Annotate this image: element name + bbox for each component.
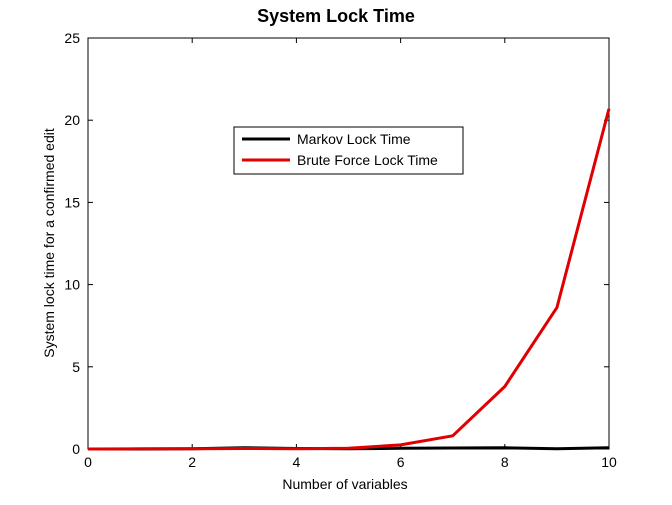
- series-lines: [87, 108, 611, 451]
- legend: Markov Lock Time Brute Force Lock Time: [233, 126, 464, 175]
- y-tick-label: 20: [64, 112, 80, 128]
- x-tick-label: 4: [293, 454, 301, 470]
- y-tick-label: 5: [72, 359, 80, 375]
- legend-box: [233, 126, 464, 175]
- legend-label-brute-force: Brute Force Lock Time: [297, 152, 438, 168]
- x-tick-label: 6: [397, 454, 405, 470]
- x-tick-label: 10: [601, 454, 617, 470]
- axis-ticks: 0 2 4 6 8 10 0 5 10 15 20 25: [64, 30, 617, 470]
- y-tick-label: 0: [72, 441, 80, 457]
- y-axis-label: System lock time for a confirmed edit: [41, 128, 57, 358]
- x-axis-label: Number of variables: [282, 476, 407, 492]
- chart-title: System Lock Time: [257, 6, 415, 26]
- y-tick-label: 15: [64, 194, 80, 210]
- y-tick-label: 25: [64, 30, 80, 46]
- x-tick-label: 8: [501, 454, 509, 470]
- legend-label-markov: Markov Lock Time: [297, 131, 411, 147]
- x-tick-label: 0: [84, 454, 92, 470]
- y-tick-label: 10: [64, 277, 80, 293]
- plot-area: [87, 37, 610, 450]
- x-tick-label: 2: [188, 454, 196, 470]
- series-line-brute-force-lock-time: [87, 108, 611, 451]
